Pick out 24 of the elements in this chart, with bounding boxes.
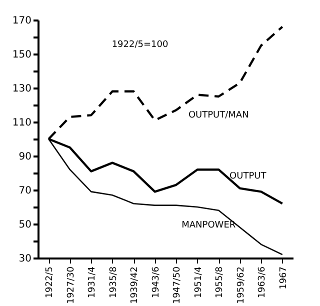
x-tick-label: 1935/8: [108, 266, 119, 298]
x-tick-label: 1927/30: [66, 266, 76, 304]
series-label: OUTPUT/MAN: [188, 110, 249, 120]
annotation: 1922/5=100: [112, 40, 168, 50]
series-label: MANPOWER: [182, 220, 236, 230]
x-tick-label: 1967: [278, 266, 289, 290]
x-tick-label: 1943/6: [151, 266, 162, 298]
y-tick-label: 150: [12, 50, 32, 60]
x-tick-label: 1939/42: [130, 266, 140, 304]
x-tick-label: 1955/8: [215, 266, 226, 298]
x-tick-label: 1963/6: [258, 266, 268, 298]
y-tick-label: 130: [12, 84, 32, 94]
y-tick-label: 170: [12, 16, 32, 26]
x-tick-label: 1931/4: [88, 266, 98, 298]
x-tick-label: 1959/62: [236, 266, 246, 304]
y-tick-label: 110: [12, 118, 32, 128]
series-label: OUTPUT: [230, 171, 267, 182]
y-tick-label: 50: [18, 220, 32, 230]
y-tick-label: 90: [18, 152, 32, 162]
y-tick-label: 30: [18, 254, 32, 264]
x-tick-label: 1951/4: [194, 266, 204, 298]
x-tick-label: 1922/5: [45, 266, 56, 298]
y-tick-label: 70: [18, 186, 32, 196]
x-tick-label: 1947/50: [172, 266, 183, 304]
